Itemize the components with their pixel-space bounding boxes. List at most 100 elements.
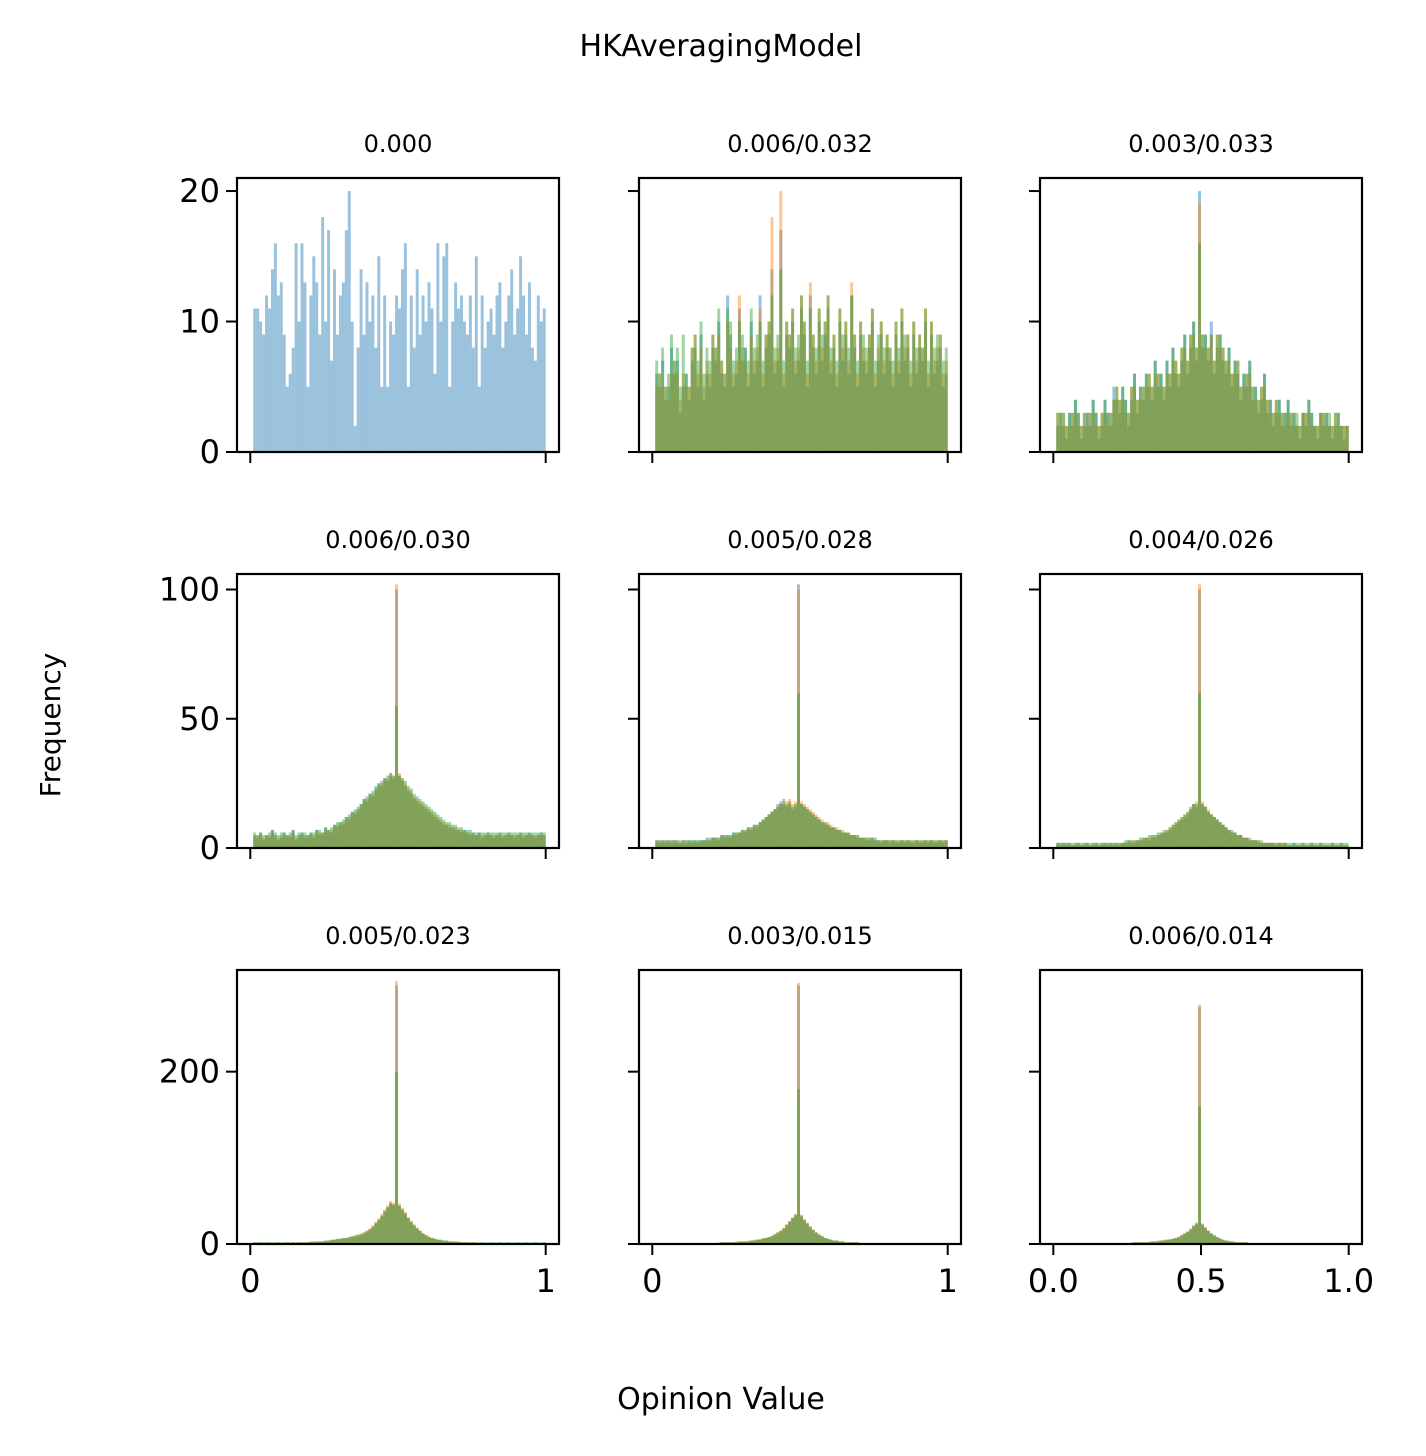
histogram-bar — [539, 832, 543, 848]
histogram-bar — [454, 827, 458, 848]
histogram-bar — [1183, 814, 1187, 848]
histogram-bar — [755, 1239, 759, 1244]
histogram-bar — [1162, 386, 1166, 452]
histogram-bar — [944, 840, 948, 848]
histogram-bar — [536, 835, 540, 848]
histogram-bar — [1260, 840, 1264, 848]
histogram-bar — [1307, 842, 1311, 848]
histogram-bar — [1180, 347, 1184, 452]
histogram-bar — [1333, 845, 1337, 848]
histogram-bar — [1100, 412, 1104, 452]
histogram-bar — [1342, 842, 1346, 848]
histogram-bar — [445, 1240, 449, 1244]
histogram-bar — [1168, 827, 1172, 848]
histogram-bar — [1198, 1004, 1201, 1244]
histogram-bar — [424, 804, 428, 848]
histogram-bar — [1274, 412, 1278, 452]
histogram-bar — [817, 1234, 821, 1244]
histogram-bar — [1325, 845, 1329, 848]
histogram-bar — [1201, 1225, 1204, 1244]
histogram-bar — [667, 373, 671, 452]
histogram-bar — [1319, 845, 1323, 848]
histogram-bar — [430, 1237, 434, 1244]
histogram-bar — [1177, 373, 1181, 452]
histogram-bar — [687, 386, 691, 452]
histogram-bar — [1215, 334, 1219, 452]
histogram-bar — [341, 1238, 345, 1244]
histogram-bar — [353, 1237, 357, 1244]
histogram-bar — [735, 832, 738, 848]
histogram-bar — [658, 373, 662, 452]
histogram-bar — [1171, 347, 1175, 452]
histogram-bar — [918, 334, 922, 452]
histogram-bar — [513, 837, 517, 848]
histogram-bar — [797, 985, 800, 1244]
histogram-bar — [1147, 1241, 1151, 1244]
histogram-bar — [776, 804, 780, 848]
histogram-bar — [1209, 334, 1213, 452]
histogram-bar — [853, 835, 857, 848]
histogram-bar — [1271, 412, 1275, 452]
histogram-bar — [755, 1239, 759, 1244]
histogram-bar — [794, 360, 798, 452]
histogram-bar — [667, 399, 671, 452]
histogram-bar — [1257, 840, 1261, 848]
histogram-bar — [335, 824, 339, 848]
histogram-bar — [315, 1241, 319, 1244]
histogram-bar — [758, 295, 762, 452]
y-tick-label: 0 — [200, 433, 220, 471]
histogram-bar — [1079, 425, 1083, 452]
histogram-bar — [377, 1219, 381, 1244]
histogram-bar — [717, 837, 721, 848]
histogram-bar — [1183, 347, 1187, 452]
histogram-bar — [1289, 412, 1293, 452]
histogram-bar — [1277, 399, 1281, 452]
histogram-bar — [489, 832, 493, 848]
histogram-bar — [826, 308, 830, 452]
histogram-bar — [672, 842, 676, 848]
histogram-bar — [1304, 425, 1308, 452]
histogram-bar — [1174, 360, 1178, 452]
histogram-bar — [330, 1240, 334, 1244]
histogram-bar — [1124, 842, 1128, 848]
histogram-bar — [1156, 373, 1160, 452]
histogram-bar — [389, 1203, 393, 1244]
histogram-bar — [1339, 425, 1343, 452]
histogram-bar — [542, 835, 546, 848]
subplot-title: 0.005/0.023 — [325, 922, 471, 950]
histogram-bar — [1144, 837, 1148, 848]
histogram-bar — [773, 347, 777, 452]
histogram-bar — [1251, 386, 1255, 452]
histogram-bar — [477, 832, 481, 848]
histogram-bar — [312, 832, 316, 848]
histogram-bar — [720, 837, 724, 848]
histogram-bar — [791, 308, 795, 452]
histogram-bar — [788, 1221, 792, 1244]
histogram-bar — [897, 360, 901, 452]
histogram-bar — [1136, 399, 1139, 452]
histogram-bar — [1127, 412, 1131, 452]
histogram-bar — [808, 308, 812, 452]
histogram-bar — [1307, 845, 1311, 848]
histogram-bar — [415, 1227, 419, 1244]
histogram-bar — [1162, 399, 1166, 452]
histogram-bar — [817, 816, 821, 848]
histogram-bar — [1280, 412, 1284, 452]
histogram-bar — [749, 321, 753, 452]
histogram-bar — [368, 321, 372, 452]
histogram-bar — [1203, 806, 1207, 848]
histogram-bar — [1073, 399, 1077, 452]
histogram-bar — [903, 840, 907, 848]
histogram-bar — [817, 819, 821, 848]
histogram-bar — [672, 360, 676, 452]
histogram-bar — [693, 840, 697, 848]
histogram-bar — [327, 230, 331, 452]
histogram-bar — [802, 334, 806, 452]
histogram-bar — [1218, 1238, 1222, 1244]
histogram-bar — [879, 334, 883, 452]
histogram-bar — [1094, 842, 1098, 848]
histogram-bar — [932, 360, 936, 452]
histogram-bar — [1233, 360, 1237, 452]
histogram-bar — [1206, 347, 1210, 452]
